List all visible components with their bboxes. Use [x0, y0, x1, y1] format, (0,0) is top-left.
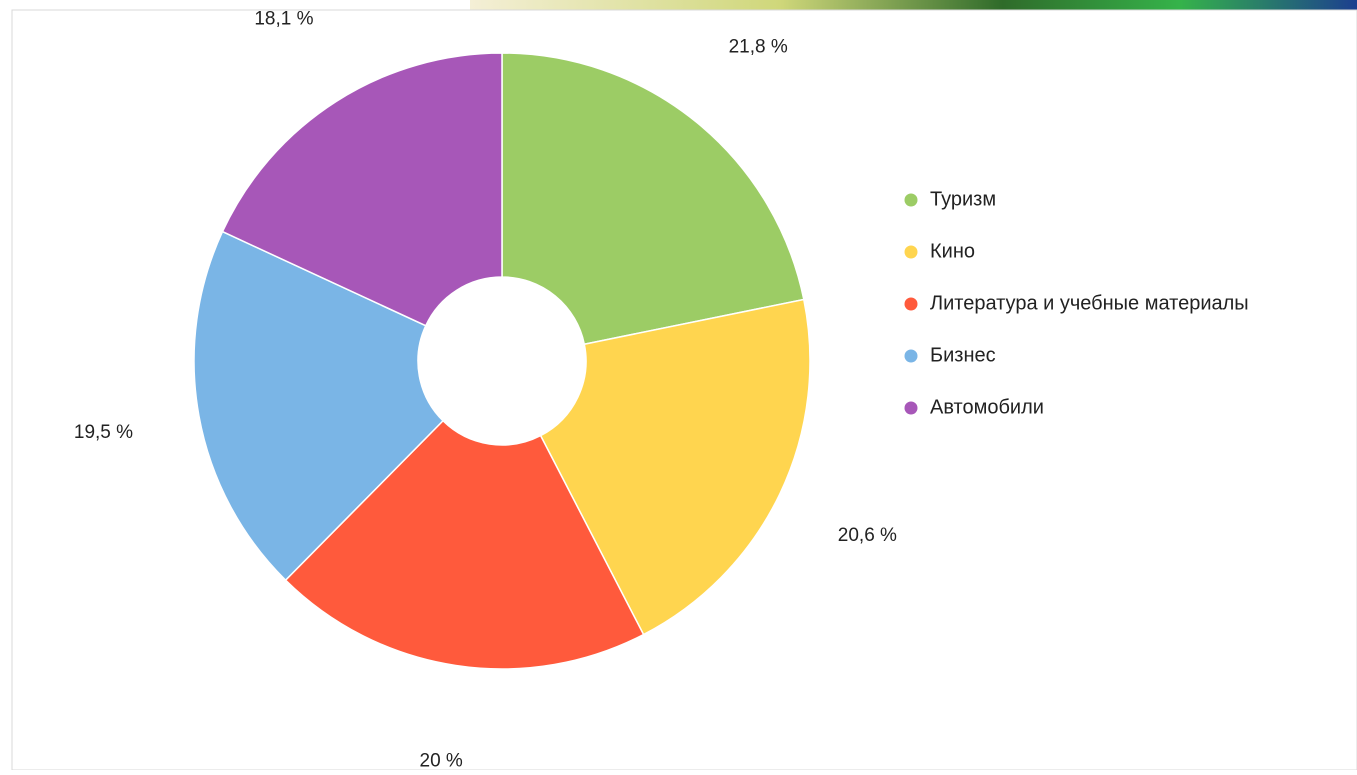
legend-marker	[905, 402, 918, 415]
legend-label: Кино	[930, 240, 975, 262]
page: {"chart_data": {"type": "donut", "catego…	[0, 0, 1357, 770]
legend-label: Автомобили	[930, 396, 1044, 418]
chart: 21,8 % 20,6 % 20 % 19,5 % 18,1 % Туризм Кино Л…	[0, 0, 1357, 770]
legend-marker	[905, 350, 918, 363]
legend-label: Бизнес	[930, 344, 996, 366]
legend-marker	[905, 246, 918, 259]
slice-label: 20,6 %	[838, 525, 897, 546]
slice-label: 18,1 %	[254, 9, 313, 30]
legend-marker	[905, 194, 918, 207]
legend-label: Литература и учебные материалы	[930, 292, 1249, 314]
slice-label: 21,8 %	[729, 36, 788, 57]
legend-label: Туризм	[930, 188, 996, 210]
slice-label: 19,5 %	[74, 422, 133, 443]
legend-marker	[905, 298, 918, 311]
slice-label: 20 %	[420, 750, 463, 770]
